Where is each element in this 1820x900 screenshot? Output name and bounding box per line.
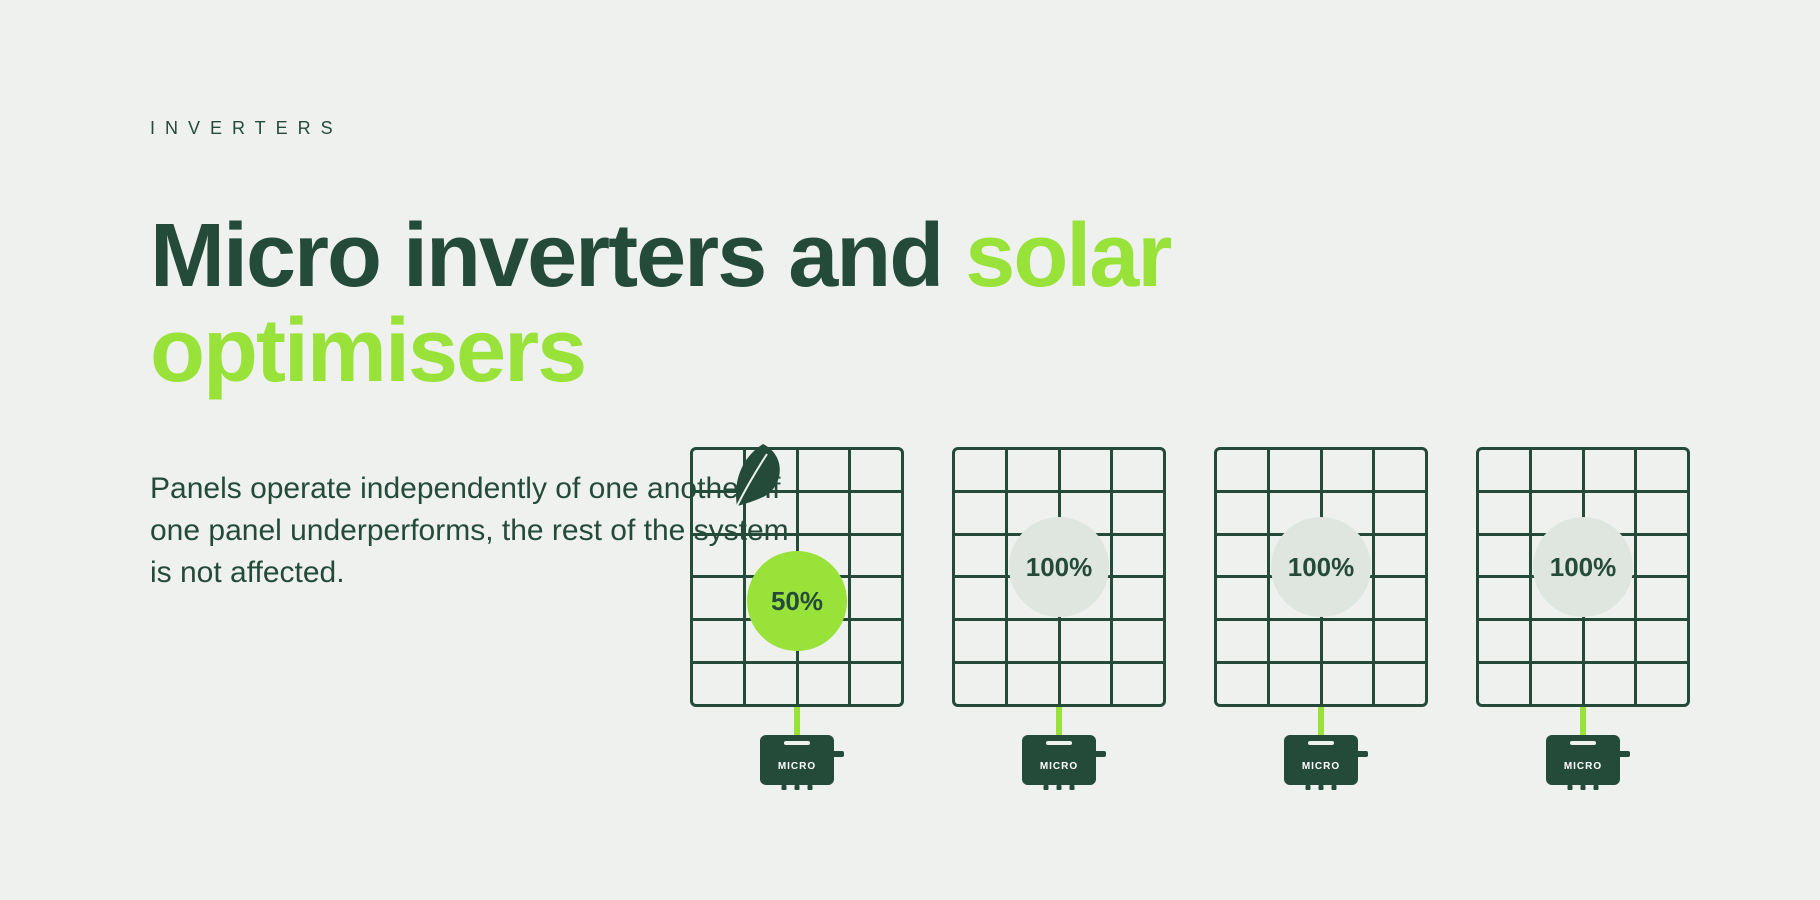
- panel-diagram: 50% MICRO 100% MICRO 100% MICRO 100% MICRO: [690, 447, 1690, 785]
- efficiency-badge: 50%: [747, 551, 847, 651]
- solar-panel: 100%: [1214, 447, 1428, 707]
- infographic-slide: INVERTERS Micro inverters and solar opti…: [0, 0, 1820, 900]
- micro-label: MICRO: [1302, 761, 1340, 772]
- connector-wire: [1056, 707, 1062, 735]
- connector-wire: [1318, 707, 1324, 735]
- connector-wire: [1580, 707, 1586, 735]
- panel-unit: 100% MICRO: [952, 447, 1166, 785]
- panel-unit: 100% MICRO: [1476, 447, 1690, 785]
- micro-inverter: MICRO: [1022, 735, 1096, 785]
- efficiency-badge: 100%: [1009, 517, 1109, 617]
- leaf-icon: [727, 438, 791, 512]
- micro-inverter: MICRO: [1284, 735, 1358, 785]
- micro-label: MICRO: [1040, 761, 1078, 772]
- panel-unit: 100% MICRO: [1214, 447, 1428, 785]
- headline: Micro inverters and solar optimisers: [150, 209, 1550, 398]
- micro-inverter: MICRO: [760, 735, 834, 785]
- micro-label: MICRO: [778, 761, 816, 772]
- efficiency-badge: 100%: [1271, 517, 1371, 617]
- solar-panel: 50%: [690, 447, 904, 707]
- panel-unit: 50% MICRO: [690, 447, 904, 785]
- efficiency-badge: 100%: [1533, 517, 1633, 617]
- micro-label: MICRO: [1564, 761, 1602, 772]
- solar-panel: 100%: [952, 447, 1166, 707]
- eyebrow-label: INVERTERS: [150, 118, 1670, 139]
- solar-panel: 100%: [1476, 447, 1690, 707]
- headline-part1: Micro inverters and: [150, 206, 965, 306]
- micro-inverter: MICRO: [1546, 735, 1620, 785]
- connector-wire: [794, 707, 800, 735]
